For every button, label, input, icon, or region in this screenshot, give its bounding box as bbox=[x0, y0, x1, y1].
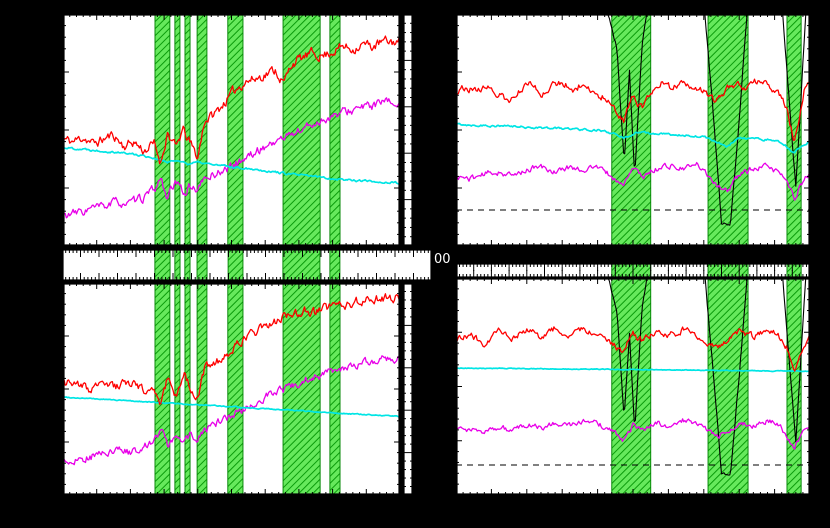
masked-band bbox=[282, 249, 320, 281]
residual-magenta-line bbox=[456, 418, 810, 450]
masked-band bbox=[227, 14, 243, 246]
masked-band bbox=[174, 14, 180, 246]
sky-black-line bbox=[607, 278, 807, 476]
residual-magenta-line bbox=[63, 354, 400, 466]
masked-band bbox=[197, 249, 208, 281]
spectrum-red-line bbox=[456, 326, 810, 372]
continuum-cyan-line bbox=[456, 367, 810, 373]
right-wavelength-axis-strip bbox=[456, 263, 810, 278]
spectrum-red-line bbox=[63, 35, 400, 165]
masked-band bbox=[197, 283, 207, 495]
continuum-cyan-line bbox=[456, 122, 810, 154]
masked-band bbox=[329, 249, 340, 281]
masked-band bbox=[228, 249, 243, 281]
masked-band bbox=[184, 283, 191, 495]
continuum-cyan-line bbox=[63, 146, 400, 185]
left-wavelength-axis-strip bbox=[62, 249, 432, 281]
residual-magenta-line bbox=[456, 161, 810, 201]
panel-bottom-left bbox=[63, 283, 400, 495]
masked-band bbox=[155, 14, 170, 246]
spectrum-red-line bbox=[63, 293, 400, 405]
masked-band bbox=[611, 14, 651, 246]
axis-tick-label-fragment: 00 bbox=[434, 252, 451, 267]
masked-band bbox=[786, 263, 802, 278]
masked-band bbox=[227, 283, 243, 495]
masked-band bbox=[155, 283, 170, 495]
continuum-cyan-line bbox=[63, 396, 400, 418]
panel-top-right bbox=[456, 14, 810, 246]
panel-top-left bbox=[63, 14, 400, 246]
masked-band bbox=[329, 283, 341, 495]
masked-band bbox=[611, 263, 651, 278]
panel-bottom-right bbox=[456, 278, 810, 495]
sky-black-line bbox=[607, 14, 807, 226]
top-left-side-axis-strip bbox=[403, 14, 413, 246]
masked-band bbox=[174, 249, 181, 281]
masked-band bbox=[184, 249, 191, 281]
masked-band bbox=[184, 14, 191, 246]
bottom-left-side-axis-strip bbox=[403, 283, 413, 495]
masked-band bbox=[283, 283, 321, 495]
masked-band bbox=[154, 249, 171, 281]
masked-band bbox=[329, 14, 341, 246]
masked-band bbox=[283, 14, 321, 246]
spectrum-red-line bbox=[456, 78, 810, 141]
masked-band bbox=[197, 14, 207, 246]
masked-band bbox=[174, 283, 180, 495]
masked-band bbox=[611, 278, 651, 495]
